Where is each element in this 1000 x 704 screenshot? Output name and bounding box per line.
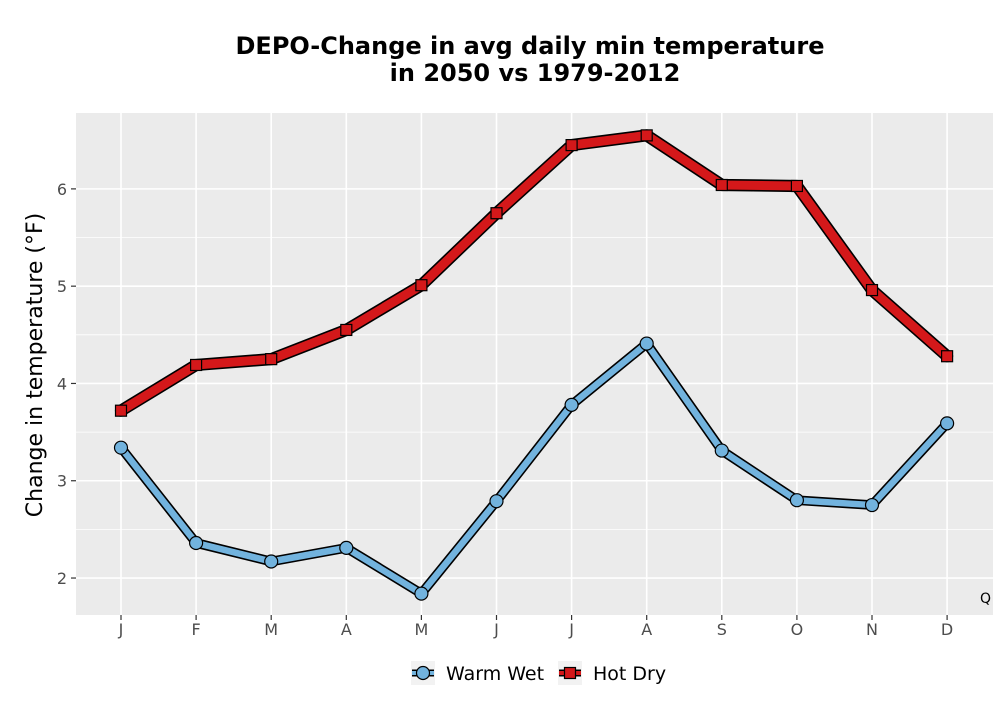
data-point-square — [715, 178, 728, 192]
data-point-circle — [339, 540, 354, 555]
data-point-square — [640, 129, 653, 142]
chart-title-line-1: DEPO-Change in avg daily min temperature — [236, 32, 825, 60]
data-point-circle — [639, 336, 654, 351]
data-point-square — [490, 207, 503, 220]
data-point-circle — [189, 535, 204, 551]
series-line — [117, 340, 951, 597]
x-tick-label: F — [191, 620, 200, 639]
legend-label: Hot Dry — [593, 663, 666, 685]
y-axis-title: Change in temperature (°F) — [23, 213, 48, 517]
legend-key-square — [563, 666, 577, 680]
data-point-circle — [264, 554, 279, 569]
data-point-circle — [113, 440, 129, 455]
data-point-square — [865, 283, 879, 297]
data-point-square — [114, 404, 128, 417]
data-point-square — [190, 358, 203, 372]
x-tick-label: M — [414, 620, 428, 639]
corner-annotation: Q — [980, 591, 991, 607]
data-point-square — [790, 179, 804, 193]
x-tick-label: J — [568, 620, 574, 639]
y-tick-label: 6 — [57, 180, 67, 199]
data-point-circle — [789, 493, 805, 508]
data-point-circle — [714, 443, 729, 458]
x-tick-label: J — [118, 620, 124, 639]
data-point-square — [415, 279, 428, 292]
data-point-circle — [864, 497, 880, 513]
tick-labels: 2 3 4 5 6 J F M A M J J A S O N D — [57, 180, 953, 639]
y-tick-label: 3 — [57, 472, 67, 491]
chart-title-line-2: in 2050 vs 1979-2012 — [390, 59, 681, 87]
x-tick-label: N — [866, 620, 878, 639]
x-tick-label: D — [941, 620, 953, 639]
y-tick-label: 2 — [57, 569, 67, 588]
y-tick-label: 5 — [57, 277, 67, 296]
x-tick-label: M — [264, 620, 278, 639]
legend: Warm Wet Hot Dry — [411, 661, 666, 685]
x-tick-label: J — [493, 620, 499, 639]
legend-key-circle — [415, 665, 431, 681]
data-point-circle — [939, 416, 955, 431]
data-point-square — [265, 353, 278, 366]
series-line — [116, 130, 952, 416]
x-tick-label: S — [717, 620, 727, 639]
data-point-circle — [414, 586, 429, 601]
series-layer — [113, 129, 955, 601]
data-point-circle — [564, 397, 579, 412]
x-tick-label: O — [791, 620, 804, 639]
x-tick-label: A — [341, 620, 352, 639]
y-tick-label: 4 — [57, 374, 67, 393]
data-point-square — [565, 139, 578, 152]
data-point-circle — [489, 494, 504, 509]
legend-label: Warm Wet — [446, 663, 544, 685]
data-point-square — [940, 350, 954, 363]
x-tick-label: A — [641, 620, 652, 639]
data-point-square — [340, 323, 353, 337]
